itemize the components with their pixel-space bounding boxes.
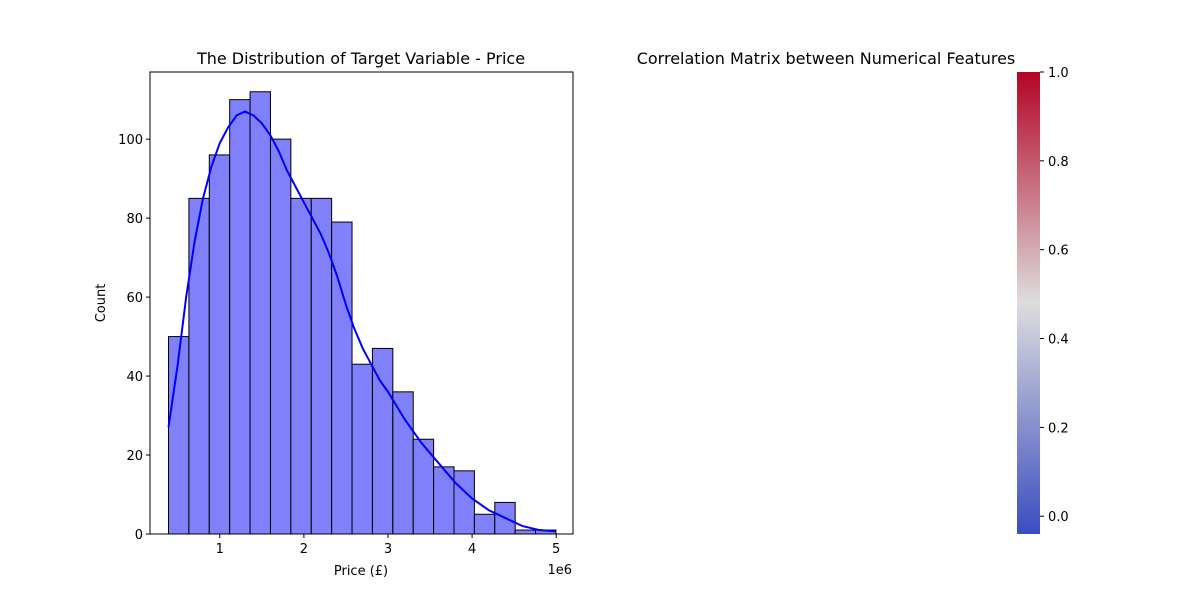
histogram-bar — [514, 529, 537, 535]
x-tick-label: 5 — [552, 542, 560, 557]
colorbar-tick-label: 1.0 — [1048, 66, 1069, 81]
histogram-x-ticks: 1 2 3 4 5 — [216, 534, 560, 557]
colorbar-ticks: 0.0 0.2 0.4 0.6 0.8 1.0 — [1040, 66, 1069, 525]
colorbar-tick-label: 0.8 — [1048, 155, 1069, 170]
histogram-bar — [371, 347, 394, 535]
histogram-bar — [310, 197, 333, 535]
x-tick-label: 2 — [300, 542, 308, 557]
y-tick-label: 40 — [126, 370, 143, 385]
kde-line — [167, 110, 556, 533]
colorbar-tick-label: 0.2 — [1048, 421, 1069, 436]
histogram-bar — [392, 391, 414, 535]
histogram-bar — [229, 99, 251, 535]
histogram-bar — [473, 513, 496, 535]
histogram-x-offset-label: 1e6 — [547, 563, 572, 578]
y-tick-label: 0 — [135, 528, 143, 543]
y-tick-label: 60 — [126, 291, 143, 306]
histogram-bar — [269, 138, 292, 535]
x-tick-label: 1 — [216, 542, 224, 557]
histogram-y-label: Count — [94, 284, 109, 323]
histogram-bar — [351, 363, 373, 535]
y-tick-label: 100 — [118, 133, 143, 148]
histogram-x-label: Price (£) — [334, 564, 388, 579]
histogram-y-ticks: 0 20 40 60 80 100 — [118, 133, 150, 543]
histogram-bar — [290, 197, 312, 535]
histogram-bar — [188, 197, 210, 535]
histogram-title: The Distribution of Target Variable - Pr… — [196, 49, 525, 68]
x-tick-label: 4 — [468, 542, 476, 557]
histogram-axes-frame — [149, 71, 574, 535]
x-tick-label: 3 — [384, 542, 392, 557]
histogram-bar — [453, 470, 475, 535]
colorbar-tick-label: 0.6 — [1048, 244, 1069, 259]
y-tick-label: 80 — [126, 212, 143, 227]
histogram-bar — [208, 154, 231, 535]
heatmap-chart: Correlation Matrix between Numerical Fea… — [637, 49, 1069, 534]
y-tick-label: 20 — [126, 449, 143, 464]
histogram-bars — [168, 91, 557, 535]
histogram-chart: The Distribution of Target Variable - Pr… — [94, 49, 574, 579]
heatmap-title: Correlation Matrix between Numerical Fea… — [637, 49, 1016, 68]
colorbar-tick-label: 0.0 — [1048, 510, 1069, 525]
colorbar-tick-label: 0.4 — [1048, 333, 1069, 348]
histogram-bar — [168, 336, 190, 535]
colorbar — [1017, 72, 1040, 534]
histogram-bar — [249, 91, 271, 535]
